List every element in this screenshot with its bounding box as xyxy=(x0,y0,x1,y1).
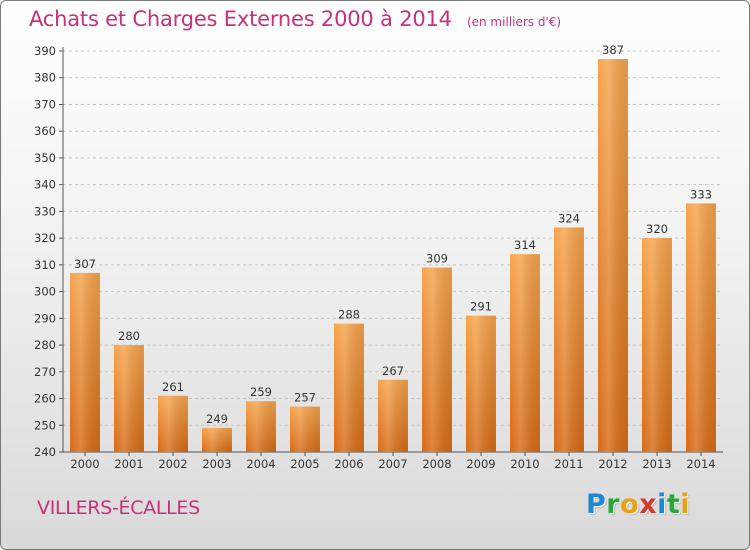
y-tick-label: 360 xyxy=(34,124,56,138)
value-label: 280 xyxy=(118,329,140,343)
proxiti-logo: Proxiti xyxy=(586,489,690,520)
value-label: 288 xyxy=(338,308,360,322)
bar-shine xyxy=(510,254,540,452)
x-tick-label: 2006 xyxy=(334,457,363,471)
value-label: 307 xyxy=(74,257,96,271)
y-tick-label: 330 xyxy=(34,204,56,218)
town-name: VILLERS-ÉCALLES xyxy=(37,497,200,519)
x-tick-label: 2000 xyxy=(70,457,99,471)
bar-shine xyxy=(246,401,276,452)
bar-shine xyxy=(114,345,144,452)
value-label: 249 xyxy=(206,412,228,426)
y-tick-label: 260 xyxy=(34,392,56,406)
bar-shine xyxy=(202,427,232,452)
x-tick-label: 2013 xyxy=(642,457,671,471)
value-label: 309 xyxy=(426,252,448,266)
y-tick-label: 380 xyxy=(34,71,56,85)
value-label: 259 xyxy=(250,385,272,399)
x-tick-label: 2012 xyxy=(598,457,627,471)
bar-shine xyxy=(334,323,364,452)
bar-shine xyxy=(642,238,672,452)
bar-shine xyxy=(466,315,496,452)
y-tick-label: 350 xyxy=(34,151,56,165)
x-tick-label: 2008 xyxy=(422,457,451,471)
y-tick-label: 250 xyxy=(34,418,56,432)
y-tick-label: 290 xyxy=(34,311,56,325)
x-tick-label: 2004 xyxy=(246,457,275,471)
value-label: 314 xyxy=(514,238,536,252)
y-tick-label: 270 xyxy=(34,365,56,379)
logo-letter: i xyxy=(680,489,691,520)
bar-shine xyxy=(554,227,584,452)
x-tick-label: 2014 xyxy=(686,457,715,471)
value-label: 291 xyxy=(470,300,492,314)
y-tick-label: 320 xyxy=(34,231,56,245)
x-tick-label: 2001 xyxy=(114,457,143,471)
y-tick-label: 340 xyxy=(34,178,56,192)
value-label: 387 xyxy=(602,43,624,57)
bar-shine xyxy=(598,59,628,453)
value-label: 320 xyxy=(646,222,668,236)
y-tick-label: 310 xyxy=(34,258,56,272)
value-label: 257 xyxy=(294,391,316,405)
y-tick-label: 300 xyxy=(34,285,56,299)
x-tick-label: 2011 xyxy=(554,457,583,471)
value-label: 333 xyxy=(690,187,712,201)
value-label: 324 xyxy=(558,211,580,225)
logo-letter: o xyxy=(620,489,640,520)
logo-letter: t xyxy=(666,489,681,520)
y-tick-label: 370 xyxy=(34,97,56,111)
chart-title: Achats et Charges Externes 2000 à 2014 xyxy=(29,7,452,31)
title-row: Achats et Charges Externes 2000 à 2014 (… xyxy=(29,7,561,31)
bar-shine xyxy=(70,272,100,452)
bar-shine xyxy=(686,203,716,452)
y-tick-label: 240 xyxy=(34,445,56,459)
x-tick-label: 2002 xyxy=(158,457,187,471)
x-tick-label: 2010 xyxy=(510,457,539,471)
y-tick-label: 390 xyxy=(34,44,56,58)
value-label: 261 xyxy=(162,380,184,394)
logo-letter: r xyxy=(606,489,621,520)
logo-letter: P xyxy=(586,489,607,520)
x-tick-label: 2005 xyxy=(290,457,319,471)
x-tick-label: 2009 xyxy=(466,457,495,471)
bar-shine xyxy=(158,395,188,452)
bar-shine xyxy=(378,379,408,452)
bar-shine xyxy=(290,406,320,452)
chart-subtitle: (en milliers d'€) xyxy=(466,15,562,29)
value-label: 267 xyxy=(382,364,404,378)
x-tick-label: 2007 xyxy=(378,457,407,471)
y-tick-label: 280 xyxy=(34,338,56,352)
x-tick-label: 2003 xyxy=(202,457,231,471)
bar-shine xyxy=(422,267,452,452)
logo-letter: i xyxy=(657,489,667,520)
logo-letter: x xyxy=(639,489,658,520)
